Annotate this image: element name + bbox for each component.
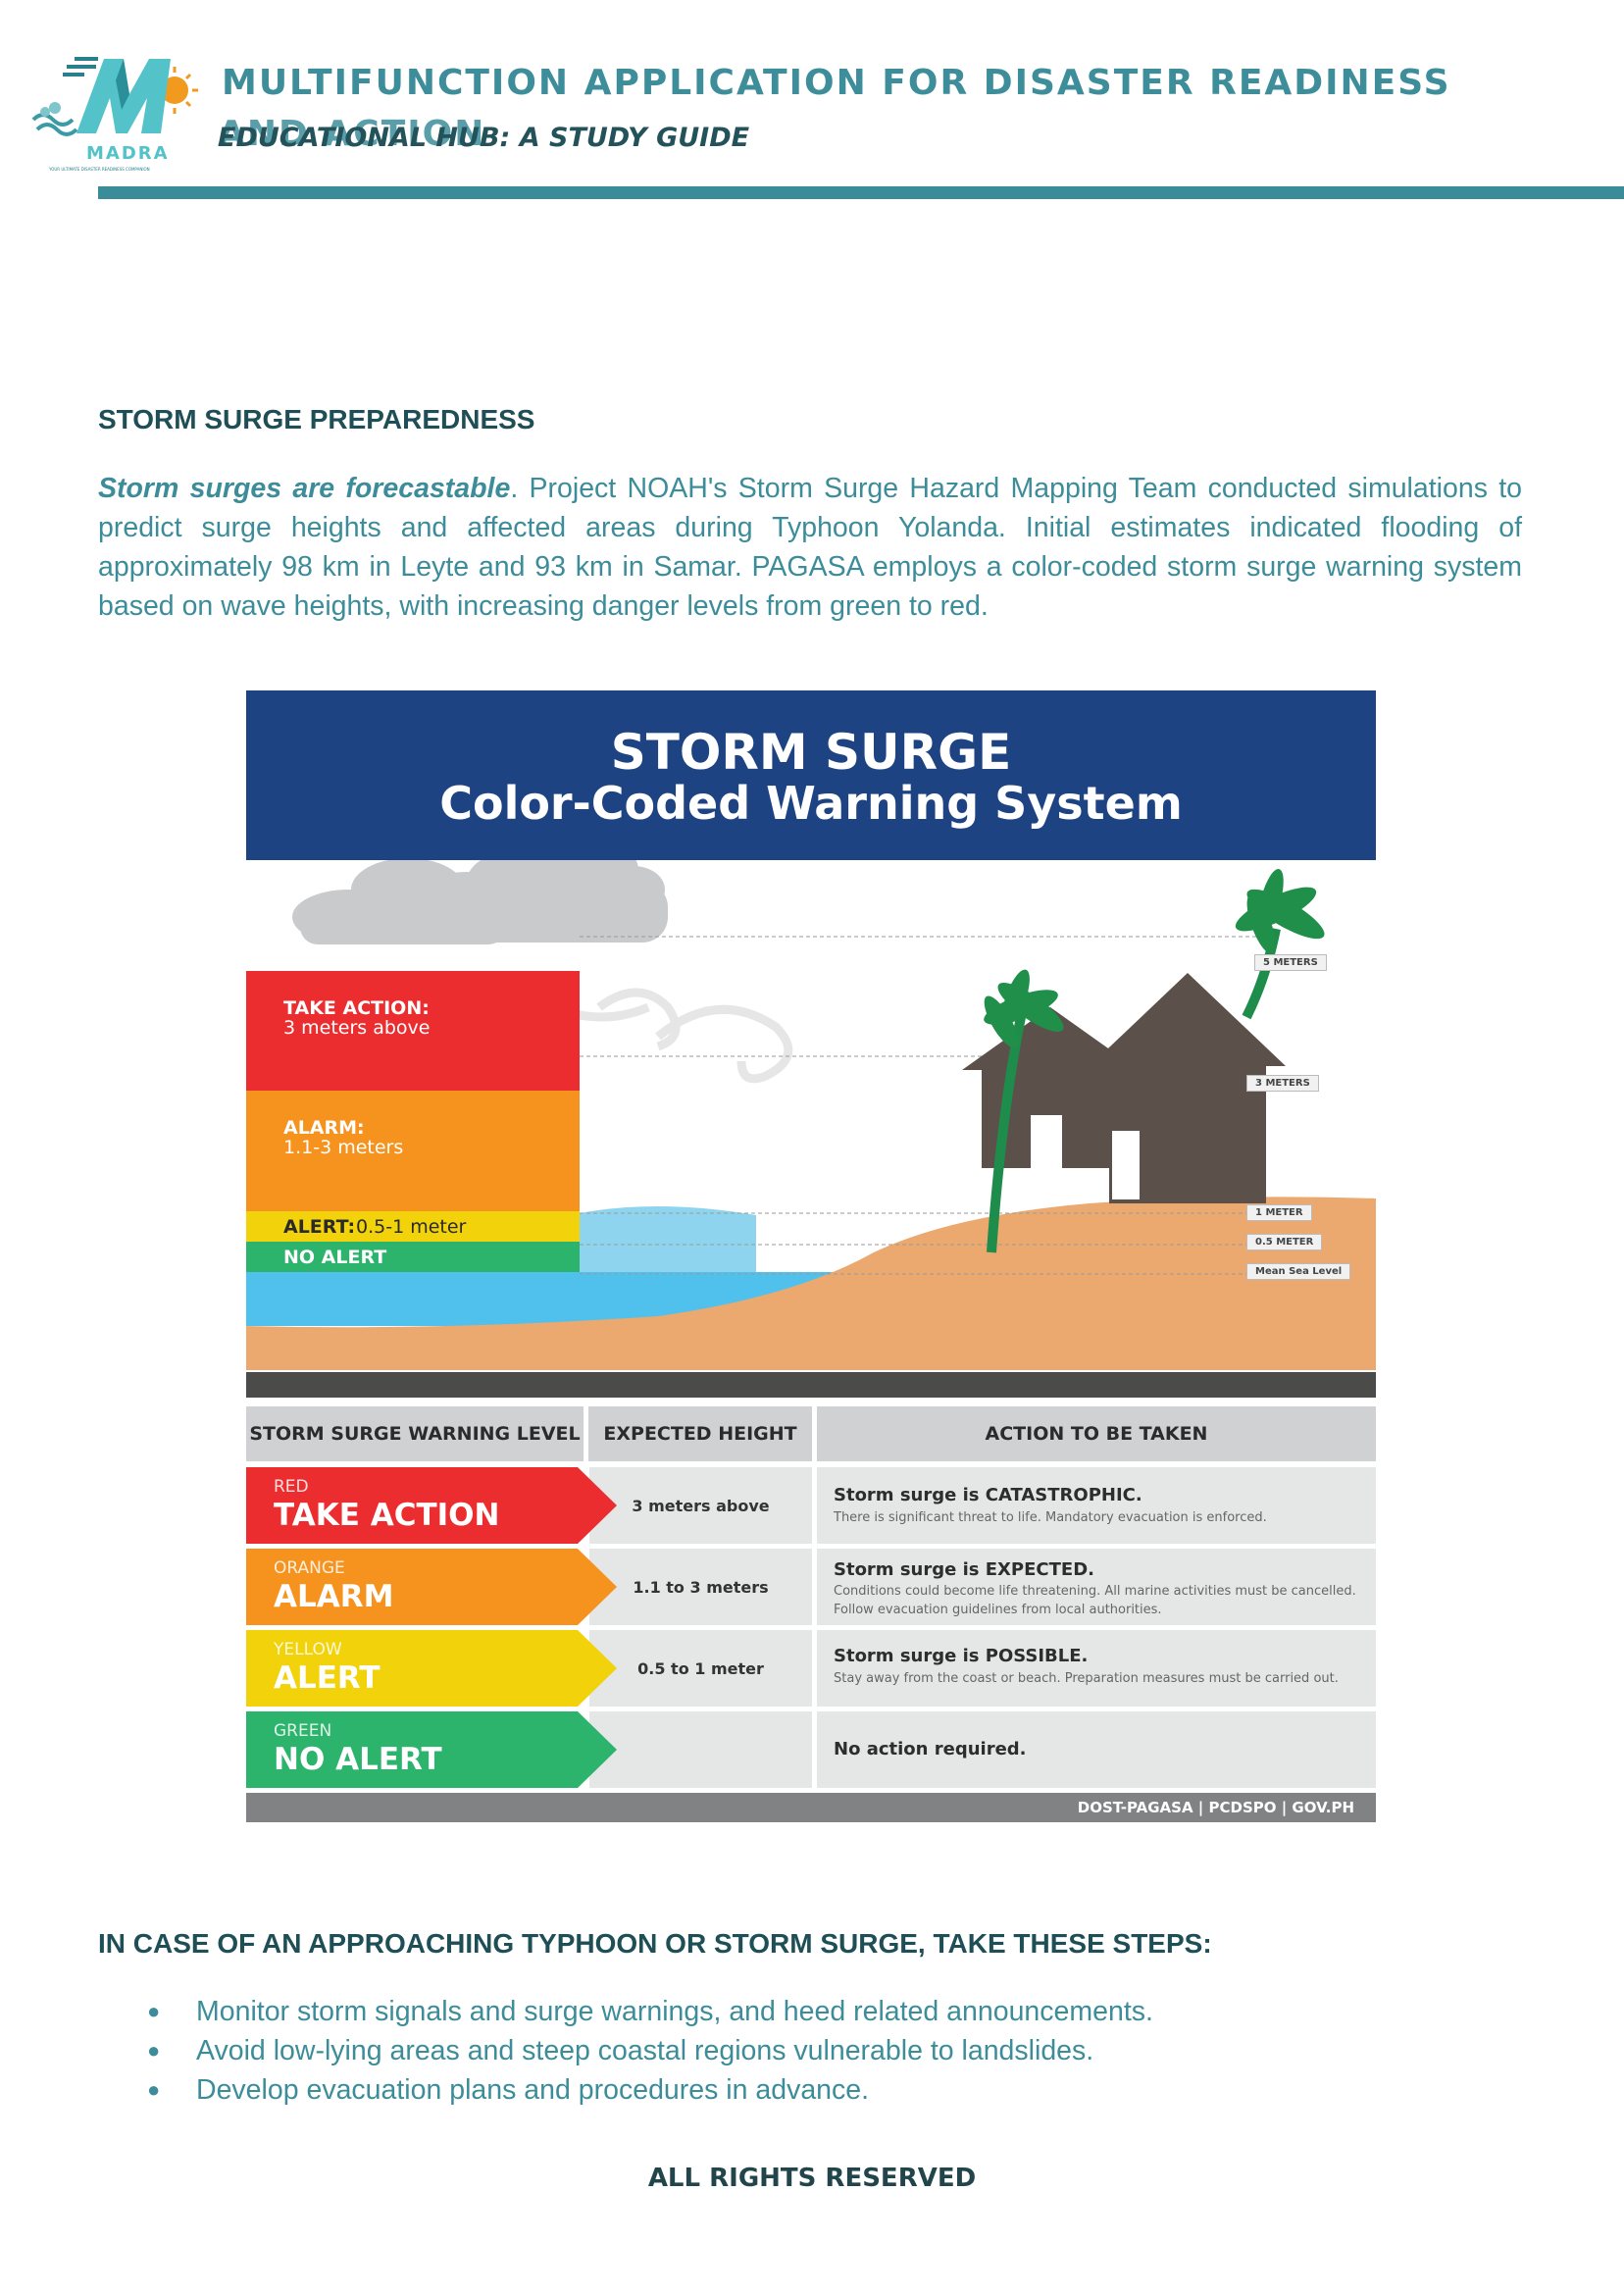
action-desc: There is significant threat to life. Man… — [834, 1510, 1267, 1525]
header-subtitle: EDUCATIONAL HUB: A STUDY GUIDE — [218, 123, 750, 153]
action-cell: Storm surge is CATASTROPHIC. There is si… — [817, 1467, 1376, 1544]
table-header-height: EXPECTED HEIGHT — [588, 1406, 812, 1461]
take-action-level-bar — [246, 971, 580, 1091]
storm-surge-infographic: STORM SURGE Color-Coded Warning System — [246, 690, 1376, 1822]
infographic-banner: STORM SURGE Color-Coded Warning System — [246, 690, 1376, 860]
steps-list: ● Monitor storm signals and surge warning… — [147, 1992, 1153, 2110]
table-row: GREEN NO ALERT No action required. — [246, 1711, 1376, 1788]
intro-text: . Project NOAH's Storm Surge Hazard Mapp… — [98, 473, 1522, 622]
warning-level-green: GREEN NO ALERT — [246, 1711, 619, 1788]
level-color-name: YELLOW — [274, 1640, 342, 1659]
cloud-icon — [457, 837, 668, 943]
no-alert-label: NO ALERT — [283, 1247, 387, 1268]
level-color-name: ORANGE — [274, 1558, 345, 1578]
infographic-subtitle: Color-Coded Warning System — [439, 777, 1183, 830]
bullet-icon: ● — [147, 1999, 161, 2023]
alert-level-bar — [246, 1211, 580, 1242]
action-cell: Storm surge is EXPECTED. Conditions coul… — [817, 1549, 1376, 1625]
alarm-detail: 1.1-3 meters — [283, 1137, 404, 1158]
level-color-name: GREEN — [274, 1721, 332, 1741]
step-text: Monitor storm signals and surge warnings… — [196, 1996, 1153, 2027]
madra-logo: MADRA YOUR ULTIMATE DISASTER READINESS C… — [27, 51, 224, 178]
palm-tree-icon — [1235, 868, 1325, 1020]
alert-label: ALERT: — [283, 1216, 356, 1238]
intro-lead: Storm surges are forecastable — [98, 473, 511, 504]
meter-tag: Mean Sea Level — [1246, 1263, 1351, 1280]
steps-heading: IN CASE OF AN APPROACHING TYPHOON OR STO… — [98, 1928, 1212, 1959]
expected-height: 1.1 to 3 meters — [589, 1549, 812, 1625]
infographic-credit: DOST-PAGASA | PCDSPO | GOV.PH — [246, 1793, 1376, 1822]
infographic-scene: TAKE ACTION: 3 meters above ALARM: 1.1-3… — [246, 837, 1376, 1406]
footer-rights: ALL RIGHTS RESERVED — [647, 2164, 977, 2193]
table-row: 3 meters above RED TAKE ACTION Storm sur… — [246, 1467, 1376, 1544]
action-desc: Stay away from the coast or beach. Prepa… — [834, 1671, 1339, 1686]
action-head: Storm surge is POSSIBLE. — [834, 1646, 1089, 1666]
section-heading: STORM SURGE PREPAREDNESS — [98, 404, 535, 434]
alert-detail: 0.5-1 meter — [356, 1216, 467, 1238]
warning-level-red: RED TAKE ACTION — [246, 1467, 619, 1544]
meter-tag: 0.5 METER — [1246, 1234, 1323, 1250]
action-head: Storm surge is CATASTROPHIC. — [834, 1485, 1142, 1505]
bullet-icon: ● — [147, 2038, 161, 2063]
bullet-icon: ● — [147, 2077, 161, 2102]
expected-height: 0.5 to 1 meter — [589, 1630, 812, 1707]
header-title: MULTIFUNCTION APPLICATION FOR DISASTER R… — [222, 63, 1451, 103]
header-divider — [98, 186, 1624, 199]
table-row: 1.1 to 3 meters ORANGE ALARM Storm surge… — [246, 1549, 1376, 1625]
meter-tag: 5 METERS — [1254, 954, 1327, 971]
take-action-detail: 3 meters above — [283, 1017, 431, 1039]
infographic-title: STORM SURGE — [610, 724, 1012, 781]
action-head: No action required. — [834, 1739, 1027, 1759]
level-name: NO ALERT — [274, 1742, 442, 1777]
level-name: ALARM — [274, 1579, 394, 1614]
alarm-level-bar — [246, 1091, 580, 1211]
step-text: Develop evacuation plans and procedures … — [196, 2074, 870, 2106]
table-header-level: STORM SURGE WARNING LEVEL — [246, 1406, 584, 1461]
action-cell: No action required. — [817, 1711, 1376, 1788]
warning-level-yellow: YELLOW ALERT — [246, 1630, 619, 1707]
list-item: ● Monitor storm signals and surge warning… — [147, 1992, 1153, 2031]
step-text: Avoid low-lying areas and steep coastal … — [196, 2035, 1094, 2066]
take-action-label: TAKE ACTION: — [283, 997, 430, 1019]
intro-paragraph: Storm surges are forecastable. Project N… — [98, 469, 1522, 626]
expected-height: 3 meters above — [589, 1467, 812, 1544]
level-name: ALERT — [274, 1660, 381, 1696]
scene-illustration — [246, 837, 1376, 1398]
house-icon — [1090, 973, 1286, 1203]
level-name: TAKE ACTION — [274, 1498, 500, 1533]
action-desc: Conditions could become life threatening… — [834, 1584, 1356, 1617]
alarm-label: ALARM: — [283, 1117, 365, 1139]
header-title-continued: AND ACTION — [218, 114, 486, 154]
level-color-name: RED — [274, 1477, 309, 1497]
logo-text: MADRA — [86, 143, 170, 164]
action-head: Storm surge is EXPECTED. — [834, 1559, 1094, 1580]
expected-height — [589, 1711, 812, 1788]
list-item: ● Avoid low-lying areas and steep coastal… — [147, 2031, 1153, 2070]
warning-level-orange: ORANGE ALARM — [246, 1549, 619, 1625]
logo-tagline: YOUR ULTIMATE DISASTER READINESS COMPANI… — [49, 167, 150, 172]
table-header-action: ACTION TO BE TAKEN — [817, 1406, 1376, 1461]
meter-tag: 3 METERS — [1246, 1075, 1319, 1092]
action-cell: Storm surge is POSSIBLE. Stay away from … — [817, 1630, 1376, 1707]
meter-tag: 1 METER — [1246, 1204, 1312, 1221]
no-alert-level-bar — [246, 1242, 580, 1272]
palm-tree-icon — [984, 969, 1064, 1253]
table-row: 0.5 to 1 meter YELLOW ALERT Storm surge … — [246, 1630, 1376, 1707]
list-item: ● Develop evacuation plans and procedures… — [147, 2070, 1153, 2110]
